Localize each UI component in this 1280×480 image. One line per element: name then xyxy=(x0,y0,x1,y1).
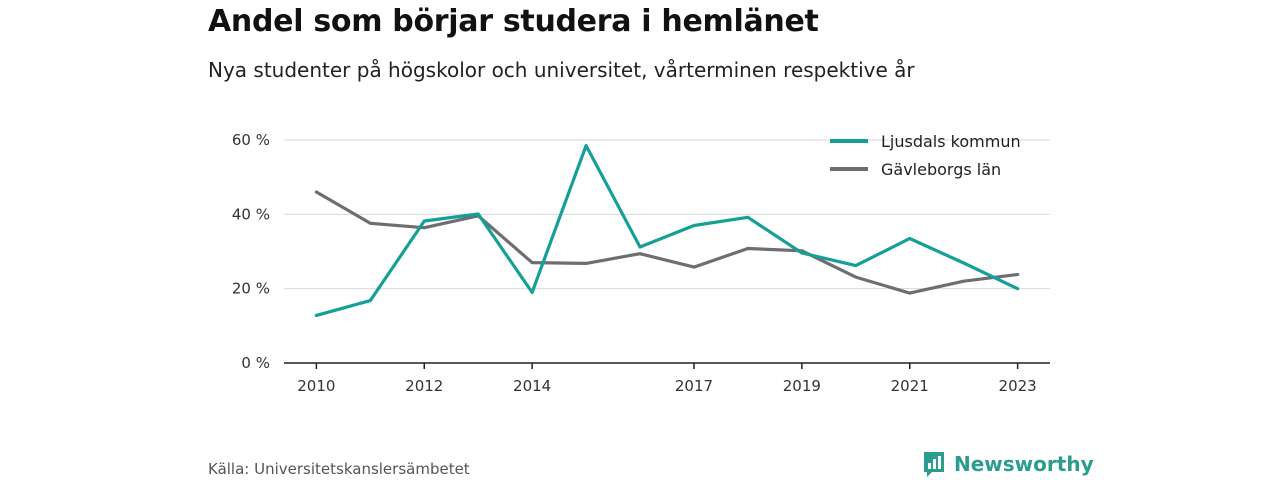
data-point-ljusdals-kommun xyxy=(368,299,372,303)
data-point-ljusdals-kommun xyxy=(692,223,696,227)
data-point-gavleborgs-lan xyxy=(908,291,912,295)
data-point-gavleborgs-lan xyxy=(530,261,534,265)
y-tick-label: 20 % xyxy=(232,280,270,298)
data-point-ljusdals-kommun xyxy=(962,261,966,265)
data-point-ljusdals-kommun xyxy=(422,219,426,223)
y-tick-label: 40 % xyxy=(232,205,270,223)
data-point-ljusdals-kommun xyxy=(638,245,642,249)
legend-label: Ljusdals kommun xyxy=(881,132,1021,151)
legend-label: Gävleborgs län xyxy=(881,160,1001,179)
x-tick-label: 2014 xyxy=(513,377,551,395)
brand-logo: Newsworthy xyxy=(922,450,1094,478)
x-tick-label: 2023 xyxy=(999,377,1037,395)
source-note: Källa: Universitetskanslersämbetet xyxy=(208,460,470,478)
data-point-ljusdals-kommun xyxy=(1016,287,1020,291)
data-point-ljusdals-kommun xyxy=(854,264,858,268)
data-point-gavleborgs-lan xyxy=(638,252,642,256)
brand-name: Newsworthy xyxy=(954,452,1094,476)
data-point-ljusdals-kommun xyxy=(800,251,804,255)
x-tick-label: 2010 xyxy=(297,377,335,395)
chart-subtitle: Nya studenter på högskolor och universit… xyxy=(208,58,915,82)
data-point-ljusdals-kommun xyxy=(476,212,480,216)
bar-chart-bubble-icon xyxy=(924,452,944,477)
x-tick-label: 2012 xyxy=(405,377,443,395)
data-point-ljusdals-kommun xyxy=(746,215,750,219)
x-tick-label: 2017 xyxy=(675,377,713,395)
series-line-ljusdals-kommun xyxy=(314,144,1020,317)
data-point-ljusdals-kommun xyxy=(314,313,318,317)
data-point-gavleborgs-lan xyxy=(584,261,588,265)
x-tick-label: 2019 xyxy=(783,377,821,395)
data-point-gavleborgs-lan xyxy=(692,265,696,269)
y-tick-label: 60 % xyxy=(232,131,270,149)
series-line-gavleborgs-lan xyxy=(314,190,1020,295)
data-point-gavleborgs-lan xyxy=(314,190,318,194)
data-point-gavleborgs-lan xyxy=(962,279,966,283)
data-point-gavleborgs-lan xyxy=(854,275,858,279)
data-point-gavleborgs-lan xyxy=(368,221,372,225)
data-point-ljusdals-kommun xyxy=(908,236,912,240)
data-point-gavleborgs-lan xyxy=(1016,273,1020,277)
data-point-gavleborgs-lan xyxy=(746,247,750,251)
chart-title: Andel som börjar studera i hemlänet xyxy=(208,4,819,39)
y-tick-label: 0 % xyxy=(241,354,270,372)
data-point-ljusdals-kommun xyxy=(584,144,588,148)
x-tick-label: 2021 xyxy=(891,377,929,395)
data-point-ljusdals-kommun xyxy=(530,290,534,294)
data-point-gavleborgs-lan xyxy=(422,226,426,230)
